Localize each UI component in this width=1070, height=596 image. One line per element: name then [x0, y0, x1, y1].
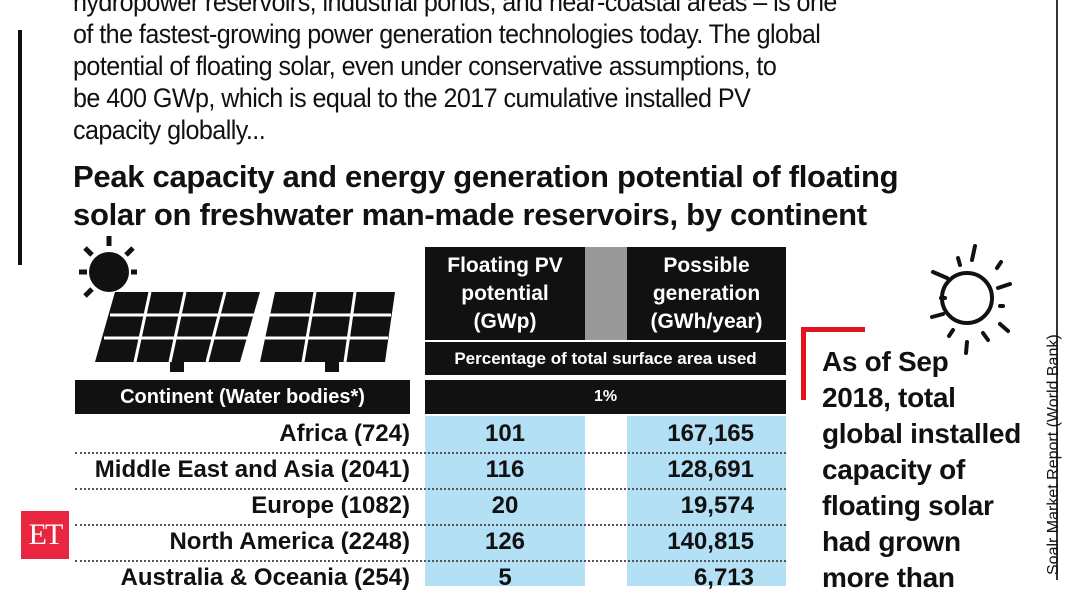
gwp-cell: 126: [484, 528, 526, 555]
title-line: Peak capacity and energy generation pote…: [73, 159, 899, 194]
continent-header: Continent (Water bodies*): [75, 380, 410, 414]
header-line: Possible: [663, 253, 750, 277]
gwp-cell: 101: [484, 420, 526, 447]
table-row: North America (2248) 126 140,815: [75, 524, 786, 562]
continent-cell: Africa (724): [279, 420, 410, 447]
paragraph-line: potential of floating solar, even under …: [73, 51, 777, 81]
col1-header: Floating PV potential (GWp): [425, 247, 585, 340]
callout-text: As of Sep 2018, total global installed c…: [822, 344, 1021, 596]
infographic-title: Peak capacity and energy generation pote…: [73, 158, 899, 234]
solar-panels-icon: [79, 236, 395, 372]
et-logo-text: ET: [28, 518, 64, 551]
table-row: Australia & Oceania (254) 5 6,713: [75, 560, 786, 596]
gwp-cell: 116: [485, 456, 525, 483]
col2-header: Possible generation (GWh/year): [627, 247, 786, 340]
paragraph-line: capacity globally...: [73, 115, 266, 145]
title-line: solar on freshwater man-made reservoirs,…: [73, 197, 867, 232]
continent-cell: Middle East and Asia (2041): [94, 456, 410, 483]
callout-line: global installed: [822, 418, 1022, 449]
gwp-cell: 5: [498, 564, 512, 591]
paragraph-line: hydropower reservoirs, industrial ponds,…: [73, 0, 837, 17]
continent-cell: Australia & Oceania (254): [120, 564, 410, 591]
callout-line: 2018, total: [822, 382, 956, 413]
right-rule: [1056, 0, 1058, 580]
sun-icon: [930, 244, 1012, 355]
continent-cell: Europe (1082): [251, 492, 410, 519]
callout-line: had grown: [822, 526, 961, 557]
header-line: (GWp): [473, 309, 537, 333]
continent-cell: North America (2248): [169, 528, 410, 555]
table-row: Middle East and Asia (2041) 116 128,691: [75, 452, 786, 490]
red-bracket-top: [801, 327, 865, 332]
header-line: potential: [461, 281, 549, 305]
gwh-cell: 140,815: [667, 528, 754, 555]
article-paragraph: hydropower reservoirs, industrial ponds,…: [73, 0, 1012, 146]
col2-background: [627, 416, 786, 586]
header-line: generation: [652, 281, 761, 305]
table-row: Europe (1082) 20 19,574: [75, 488, 786, 526]
header-gap: [585, 247, 627, 340]
col1-background: [425, 416, 585, 586]
source-credit: Soalr Market Report (World Bank): [1045, 334, 1062, 575]
callout-line: floating solar: [822, 490, 994, 521]
gwh-cell: 167,165: [667, 420, 754, 447]
callout-line: capacity of: [822, 454, 965, 485]
callout-line: As of Sep: [822, 346, 949, 377]
gwh-cell: 128,691: [667, 456, 754, 483]
table-row: Africa (724) 101 167,165: [75, 416, 786, 454]
header-line: (GWh/year): [650, 309, 763, 333]
subheader: Percentage of total surface area used: [425, 342, 786, 375]
et-logo[interactable]: ET: [21, 511, 69, 559]
gwp-cell: 20: [491, 492, 519, 519]
callout-line: more than: [822, 562, 955, 593]
gwh-cell: 6,713: [693, 564, 754, 591]
percentage-header: 1%: [425, 380, 786, 414]
left-rule: [18, 30, 22, 265]
paragraph-line: be 400 GWp, which is equal to the 2017 c…: [73, 83, 751, 113]
red-bracket: [801, 327, 806, 400]
gwh-cell: 19,574: [680, 492, 754, 519]
header-line: Floating PV: [447, 253, 563, 277]
paragraph-line: of the fastest-growing power generation …: [73, 19, 821, 49]
